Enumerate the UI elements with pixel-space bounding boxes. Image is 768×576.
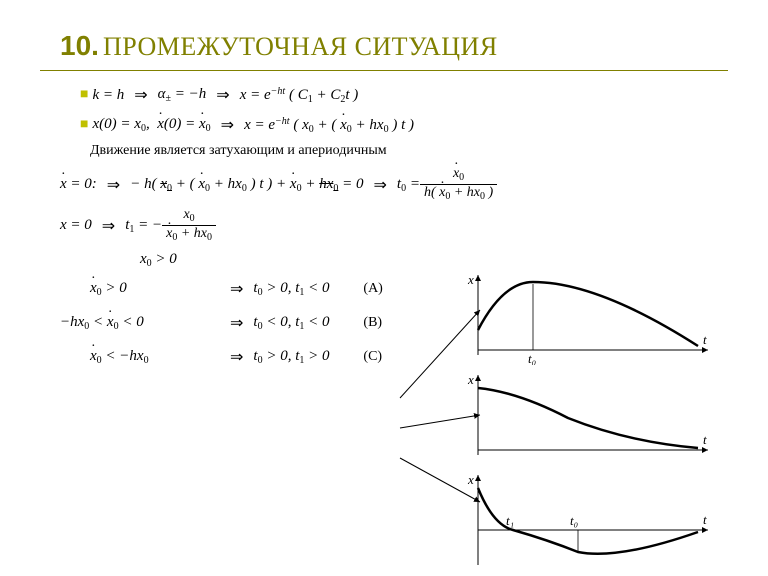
eq1-mid: α± = −h (158, 86, 207, 104)
t1-label: t₁ (506, 513, 514, 528)
assumption: x0 > 0 (0, 243, 768, 269)
ic-left: x(0) = x0, x(0) = x0 (92, 116, 210, 134)
implies-icon: ⇒ (220, 279, 253, 299)
eq-row-1: ■ k = h ⇒ α± = −h ⇒ x = e−ht ( C1 + C2t … (0, 71, 768, 105)
implies-icon: ⇒ (220, 313, 253, 333)
der0-lhs: x = 0: (60, 176, 97, 193)
chart-c: x t t₁ t₀ (458, 470, 718, 570)
axis-x-label: x (467, 272, 474, 287)
t0-label: t₀ (528, 351, 536, 365)
implies-icon: ⇒ (206, 85, 239, 105)
eq-row-4: x = 0 ⇒ t1 = − x0 x0 + hx0 (0, 202, 768, 243)
t0-label: t₀ (570, 513, 578, 528)
caseA-tag: (A) (363, 281, 382, 297)
t1-frac: x0 x0 + hx0 (162, 208, 216, 243)
eq-row-3: x = 0: ⇒ − h( x0 + ( x0 + hx0 ) t ) + x0… (0, 163, 768, 202)
implies-icon: ⇒ (124, 85, 157, 105)
implies-icon: ⇒ (363, 175, 396, 195)
axis-t-label: t (703, 332, 707, 347)
t0-eq: t0 = (397, 176, 420, 194)
implies-icon: ⇒ (211, 115, 244, 135)
caseC-tag: (C) (363, 349, 382, 365)
x0-lhs: x = 0 (60, 217, 92, 234)
chart-stack: x t t₀ x t x t t₁ t₀ (458, 270, 738, 575)
slide-title: 10. ПРОМЕЖУТОЧНАЯ СИТУАЦИЯ (0, 0, 768, 66)
implies-icon: ⇒ (97, 175, 130, 195)
ic-right: x = e−ht ( x0 + ( x0 + hx0 ) t ) (244, 116, 414, 135)
note-text: Движение является затухающим и апериодич… (0, 135, 768, 163)
axis-t-label: t (703, 432, 707, 447)
caseA-left: x0 > 0 (90, 280, 220, 298)
caseC-left: x0 < −hx0 (90, 348, 220, 366)
chart-b: x t (458, 370, 718, 465)
implies-icon: ⇒ (92, 216, 125, 236)
bullet-icon: ■ (80, 117, 92, 133)
caseB-tag: (B) (363, 315, 382, 331)
caseB-left: −hx0 < x0 < 0 (60, 314, 220, 332)
title-number: 10. (60, 30, 99, 61)
axis-x-label: x (467, 472, 474, 487)
title-text: ПРОМЕЖУТОЧНАЯ СИТУАЦИЯ (103, 32, 498, 61)
axis-x-label: x (467, 372, 474, 387)
eq1-right: x = e−ht ( C1 + C2t ) (240, 86, 359, 105)
implies-icon: ⇒ (220, 347, 253, 367)
t0-frac: x0 h( x0 + hx0 ) (420, 167, 497, 202)
chart-a: x t t₀ (458, 270, 718, 365)
eq1-left: k = h (92, 87, 124, 104)
caseC-right: t0 > 0, t1 > 0 (253, 348, 363, 366)
bullet-icon: ■ (80, 87, 92, 103)
der0-mid: − h( x0 + ( x0 + hx0 ) t ) + x0 + hx0 = … (130, 176, 363, 194)
axis-t-label: t (703, 512, 707, 527)
caseA-right: t0 > 0, t1 < 0 (253, 280, 363, 298)
eq-row-2: ■ x(0) = x0, x(0) = x0 ⇒ x = e−ht ( x0 +… (0, 105, 768, 135)
t1-eq: t1 = − (125, 217, 162, 235)
caseB-right: t0 < 0, t1 < 0 (253, 314, 363, 332)
